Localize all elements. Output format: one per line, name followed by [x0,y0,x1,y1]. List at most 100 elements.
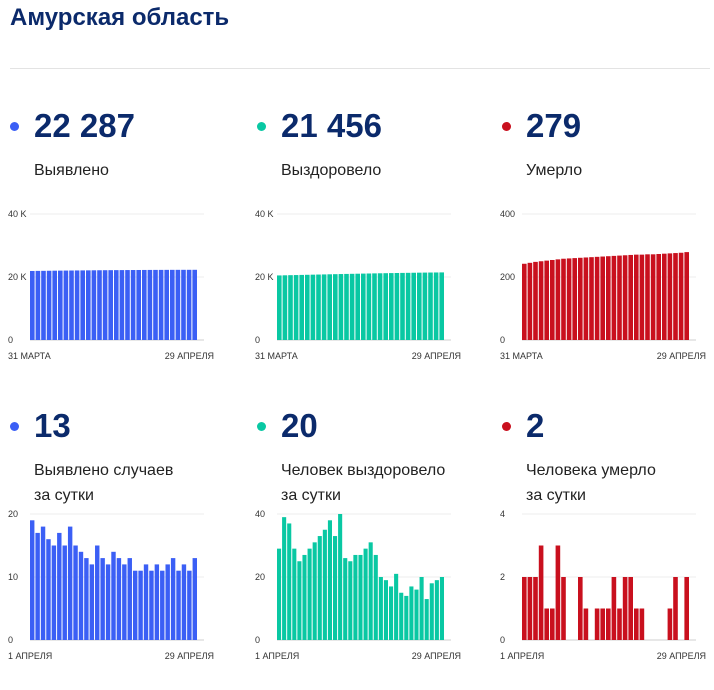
bar [673,577,678,640]
bar [555,259,561,340]
bar [433,272,439,340]
bar [538,261,544,340]
bar [86,270,91,340]
bar [30,520,35,640]
bar [170,558,176,640]
bar [73,545,78,640]
bar [617,608,622,640]
bar [338,274,344,340]
bar [394,273,400,340]
bar [84,558,89,640]
bar [409,586,414,640]
bar [69,270,74,340]
bar [181,564,187,640]
bar [100,558,105,640]
bar [419,577,424,640]
x-tick-label-start: 31 МАРТА [500,351,543,361]
bar [299,274,304,340]
y-tick-label: 20 K [255,272,274,282]
bar [639,608,645,640]
bar [428,272,433,340]
bar [176,570,181,640]
bar [57,532,62,640]
bar [414,589,419,640]
bar [566,258,572,340]
bar [606,256,611,340]
bar [684,252,689,340]
bar [91,270,97,340]
bar [404,595,409,640]
stat-label: Человек выздоровело за сутки [281,462,446,504]
y-tick-label: 40 K [255,209,274,219]
y-tick-label: 0 [8,635,13,645]
bar [583,608,589,640]
bar [108,270,113,340]
bar [74,270,80,340]
x-tick-label-end: 29 АПРЕЛЯ [165,351,214,361]
bar [662,253,667,340]
bar [424,599,429,640]
bar [550,608,555,640]
y-tick-label: 400 [500,209,515,219]
bar [544,260,549,340]
bar [310,274,316,340]
bar [349,273,355,340]
bar [277,548,282,640]
bar [105,564,111,640]
y-tick-label: 20 [255,572,265,582]
bar [622,577,628,640]
x-tick-label-start: 1 АПРЕЛЯ [255,651,299,661]
bar [533,261,538,340]
bar [147,269,153,340]
bar [130,270,136,340]
y-tick-label: 20 [8,509,18,519]
bar [628,577,633,640]
red-dot-icon [502,422,511,431]
bar [192,558,197,640]
bar [170,269,175,340]
teal-dot-icon [257,422,266,431]
bar [555,545,561,640]
bar [333,274,338,340]
x-tick-label-start: 1 АПРЕЛЯ [500,651,544,661]
y-tick-label: 0 [500,335,505,345]
bar [302,554,307,640]
bar [389,273,394,340]
bar [394,573,399,640]
bar [678,252,684,340]
bar [187,570,192,640]
bar-chart: 0 200 400 31 МАРТА 29 АПРЕЛЯ [500,209,706,361]
bar [192,269,197,340]
bar [366,273,372,340]
bar [538,545,544,640]
stat-panel-detected-daily: 13 Выявлено случаев за сутки 0 10 20 1 АПРЕ… [8,400,244,690]
bar [639,254,645,340]
bar [46,539,51,640]
header-divider [10,68,710,69]
bar [52,270,57,340]
bar [322,529,327,640]
bar [522,577,527,640]
bar [165,564,170,640]
stat-label: Выявлено случаев за сутки [34,462,174,504]
bar [51,545,57,640]
bar [606,608,611,640]
stat-label: Выздоровело [281,162,382,179]
bar [149,570,154,640]
y-tick-label: 0 [500,635,505,645]
bar [80,270,85,340]
bar [282,517,287,640]
bar [321,274,327,340]
bar [383,580,388,640]
bar [58,270,63,340]
bar [158,269,164,340]
bar [125,270,130,340]
y-tick-label: 20 K [8,272,27,282]
bar [617,255,622,340]
bar [127,558,132,640]
bar [338,514,343,640]
x-tick-label-start: 31 МАРТА [8,351,51,361]
bar [363,548,368,640]
bar [327,274,332,340]
bar [372,273,377,340]
